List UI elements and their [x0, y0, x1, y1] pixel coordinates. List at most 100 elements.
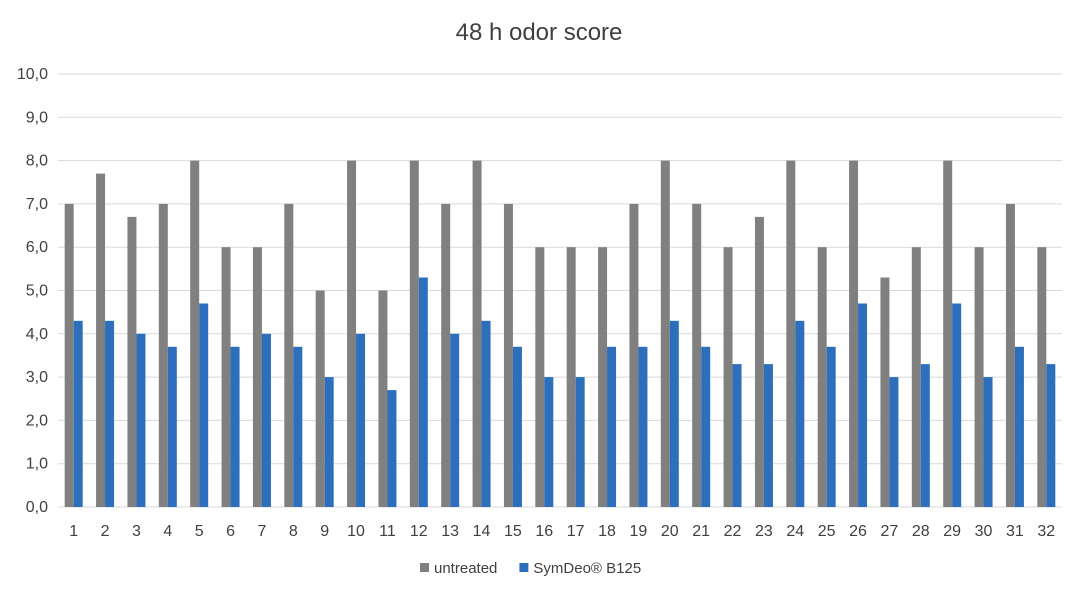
y-tick-label: 7,0	[26, 196, 48, 213]
x-tick-label: 18	[598, 523, 616, 540]
bar-treated	[324, 377, 334, 507]
x-tick-label: 1	[69, 523, 78, 540]
x-tick-label: 29	[943, 523, 961, 540]
bar-untreated	[1037, 247, 1047, 507]
bar-treated	[512, 346, 522, 507]
bar-treated	[1014, 346, 1024, 507]
bar-untreated	[817, 247, 827, 507]
x-tick-label: 27	[881, 523, 899, 540]
bar-treated	[136, 333, 146, 507]
bar-treated	[826, 346, 836, 507]
bar-treated	[261, 333, 271, 507]
x-tick-label: 8	[289, 523, 298, 540]
bar-untreated	[441, 203, 451, 507]
bar-treated	[167, 346, 177, 507]
bar-treated	[763, 364, 773, 507]
bar-untreated	[409, 160, 419, 507]
bar-untreated	[974, 247, 984, 507]
x-tick-label: 22	[724, 523, 742, 540]
bar-untreated	[158, 203, 168, 507]
bar-treated	[638, 346, 648, 507]
bar-untreated	[347, 160, 357, 507]
x-tick-label: 10	[347, 523, 365, 540]
x-tick-label: 15	[504, 523, 522, 540]
bar-untreated	[503, 203, 513, 507]
bar-untreated	[660, 160, 670, 507]
y-axis-ticks: 0,0 1,0 2,0 3,0 4,0 5,0 6,0 7,0 8,0 9,0 10,0	[17, 66, 48, 516]
bar-treated	[983, 377, 993, 507]
bar-treated	[1046, 364, 1056, 507]
bar-untreated	[629, 203, 639, 507]
bar-treated	[952, 303, 962, 507]
x-tick-label: 25	[818, 523, 836, 540]
bar-untreated	[221, 247, 231, 507]
x-tick-label: 9	[320, 523, 329, 540]
x-tick-label: 31	[1006, 523, 1024, 540]
x-tick-label: 16	[535, 523, 553, 540]
chart-title: 48 h odor score	[456, 19, 623, 46]
bar-untreated	[880, 277, 890, 507]
y-tick-label: 5,0	[26, 283, 48, 300]
bar-treated	[701, 346, 711, 507]
x-tick-label: 30	[975, 523, 993, 540]
x-tick-label: 26	[849, 523, 867, 540]
gridlines	[58, 73, 1062, 508]
bar-untreated	[911, 247, 921, 507]
y-tick-label: 1,0	[26, 456, 48, 473]
x-tick-label: 24	[786, 523, 804, 540]
legend-swatch	[420, 563, 429, 572]
bar-treated	[481, 320, 491, 507]
y-tick-label: 4,0	[26, 326, 48, 343]
bar-untreated	[64, 203, 74, 507]
x-tick-label: 20	[661, 523, 679, 540]
x-axis-ticks: 1 2 3 4 5 6 7 8 9 10 11 12 13 14 15 16 17 18 19 20 21 22 23 24 2…	[69, 523, 1055, 540]
bar-untreated	[378, 290, 388, 507]
y-tick-label: 8,0	[26, 153, 48, 170]
bar-untreated	[472, 160, 482, 507]
x-tick-label: 6	[226, 523, 235, 540]
y-tick-label: 10,0	[17, 66, 48, 83]
x-tick-label: 4	[163, 523, 172, 540]
y-tick-label: 2,0	[26, 412, 48, 429]
bar-treated	[230, 346, 240, 507]
legend-label: untreated	[434, 560, 497, 577]
bar-treated	[795, 320, 805, 507]
bar-treated	[575, 377, 585, 507]
bar-untreated	[284, 203, 294, 507]
x-tick-label: 28	[912, 523, 930, 540]
legend-label: SymDeo® B125	[533, 560, 641, 577]
bar-treated	[73, 320, 83, 507]
bar-untreated	[754, 216, 764, 507]
y-tick-label: 9,0	[26, 109, 48, 126]
bar-untreated	[535, 247, 545, 507]
y-tick-label: 6,0	[26, 239, 48, 256]
bar-treated	[387, 390, 397, 507]
x-tick-label: 2	[101, 523, 110, 540]
bar-untreated	[943, 160, 953, 507]
y-tick-label: 3,0	[26, 369, 48, 386]
bar-treated	[293, 346, 303, 507]
bar-treated	[607, 346, 617, 507]
x-tick-label: 23	[755, 523, 773, 540]
y-tick-label: 0,0	[26, 499, 48, 516]
bar-untreated	[315, 290, 325, 507]
x-tick-label: 32	[1037, 523, 1055, 540]
x-tick-label: 19	[630, 523, 648, 540]
bar-treated	[889, 377, 899, 507]
bar-untreated	[190, 160, 200, 507]
bar-untreated	[692, 203, 702, 507]
x-tick-label: 17	[567, 523, 585, 540]
bar-untreated	[252, 247, 262, 507]
bar-treated	[920, 364, 930, 507]
bar-untreated	[849, 160, 859, 507]
bar-treated	[669, 320, 679, 507]
bar-untreated	[723, 247, 733, 507]
bar-treated	[450, 333, 460, 507]
bar-untreated	[127, 216, 137, 507]
x-tick-label: 11	[379, 523, 396, 540]
bar-untreated	[566, 247, 576, 507]
bar-treated	[732, 364, 742, 507]
x-tick-label: 12	[410, 523, 428, 540]
